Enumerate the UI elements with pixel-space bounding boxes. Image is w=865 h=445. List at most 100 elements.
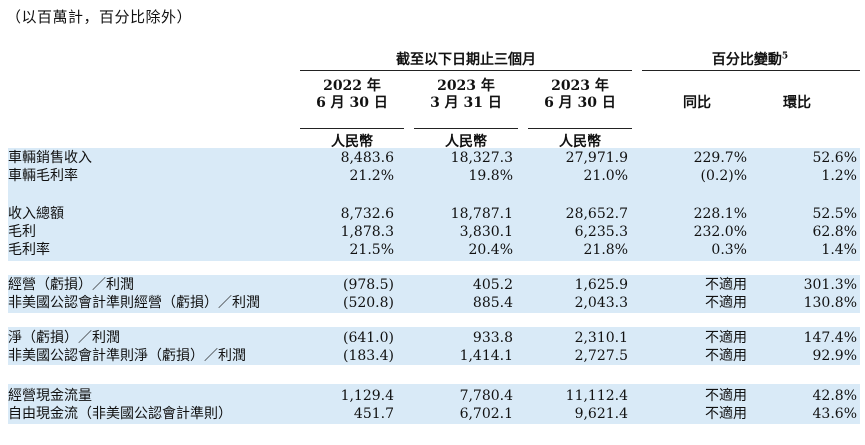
row-label: 毛利率 [8,242,50,258]
change-group-header: 百分比變動5 [640,49,860,69]
value-2023-03-31: 405.2 [472,277,513,293]
currency-label-3: 人民幣 [559,134,601,150]
value-2022-06-30: 8,732.6 [340,206,394,222]
period-group-label: 截至以下日期止三個月 [396,52,536,68]
currency-label-2: 人民幣 [445,134,487,150]
value-yoy: 不適用 [705,406,747,422]
value-qoq: 92.9% [812,348,857,364]
band-net [8,327,860,365]
value-qoq: 52.6% [812,150,857,166]
value-2023-03-31: 19.8% [468,168,513,184]
currency-rule-3 [528,128,632,129]
value-yoy: 228.1% [693,206,747,222]
table-row: 非美國公認會計準則經營（虧損）／利潤 (520.8) 885.4 2,043.3… [0,294,865,312]
value-qoq: 147.4% [803,330,857,346]
table-row: 經營現金流量 1,129.4 7,780.4 11,112.4 不適用 42.8… [0,387,865,405]
row-label: 車輛銷售收入 [8,150,92,166]
value-yoy: 不適用 [705,388,747,404]
col-year: 2022 年 [323,78,381,94]
col-date: 3 月 31 日 [430,95,502,111]
col-header-2022-06-30: 2022 年 6 月 30 日 [300,78,404,112]
value-2023-06-30: 2,043.3 [574,295,628,311]
period-group-rule [300,70,632,71]
col-date: 6 月 30 日 [316,95,388,111]
period-group-header: 截至以下日期止三個月 [300,49,632,69]
table-row: 毛利 1,878.3 3,830.1 6,235.3 232.0% 62.8% [0,223,865,241]
band-operating [8,275,860,313]
value-2022-06-30: 451.7 [353,406,394,422]
change-group-label: 百分比變動 [711,52,782,68]
value-2023-03-31: 1,414.1 [459,348,513,364]
table-row: 車輛銷售收入 8,483.6 18,327.3 27,971.9 229.7% … [0,149,865,167]
row-label: 自由現金流（非美國公認會計準則） [8,406,232,422]
value-2023-03-31: 7,780.4 [459,388,513,404]
value-yoy: (0.2)% [700,168,748,184]
value-2023-06-30: 6,235.3 [574,224,628,240]
value-qoq: 130.8% [803,295,857,311]
value-qoq: 1.4% [821,242,857,258]
value-yoy: 不適用 [705,348,747,364]
currency-label-1: 人民幣 [331,134,373,150]
value-2022-06-30: 8,483.6 [340,150,394,166]
value-yoy: 229.7% [693,150,747,166]
value-2022-06-30: 21.2% [349,168,394,184]
table-row: 收入總額 8,732.6 18,787.1 28,652.7 228.1% 52… [0,205,865,223]
value-2023-03-31: 18,327.3 [450,150,513,166]
value-2023-03-31: 20.4% [468,242,513,258]
value-2023-03-31: 3,830.1 [459,224,513,240]
value-yoy: 232.0% [693,224,747,240]
row-label: 收入總額 [8,206,64,222]
value-2023-06-30: 27,971.9 [565,150,628,166]
value-2022-06-30: (978.5) [342,277,394,293]
table-row: 毛利率 21.5% 20.4% 21.8% 0.3% 1.4% [0,241,865,259]
col-header-yoy: 同比 [683,95,711,111]
value-2023-03-31: 18,787.1 [450,206,513,222]
value-2023-06-30: 21.0% [583,168,628,184]
row-label: 非美國公認會計準則經營（虧損）／利潤 [8,295,260,311]
change-group-rule [642,70,860,71]
value-2022-06-30: 21.5% [349,242,394,258]
table-row: 自由現金流（非美國公認會計準則） 451.7 6,702.1 9,621.4 不… [0,405,865,423]
row-label: 車輛毛利率 [8,168,78,184]
band-cashflow [8,384,860,424]
value-2022-06-30: (520.8) [342,295,394,311]
value-yoy: 不適用 [705,330,747,346]
col-year: 2023 年 [551,78,609,94]
value-2023-06-30: 28,652.7 [565,206,628,222]
currency-rule-1 [300,128,404,129]
value-2023-03-31: 885.4 [472,295,513,311]
band-vehicle [8,148,860,204]
value-2022-06-30: 1,129.4 [340,388,394,404]
value-qoq: 52.5% [812,206,857,222]
table-row: 淨（虧損）／利潤 (641.0) 933.8 2,310.1 不適用 147.4… [0,329,865,347]
value-yoy: 0.3% [711,242,747,258]
col-header-qoq: 環比 [783,95,811,111]
table-row: 非美國公認會計準則淨（虧損）／利潤 (183.4) 1,414.1 2,727.… [0,347,865,365]
footnote-marker: 5 [781,51,789,62]
value-2023-06-30: 1,625.9 [574,277,628,293]
value-2022-06-30: 1,878.3 [340,224,394,240]
table-row: 經營（虧損）／利潤 (978.5) 405.2 1,625.9 不適用 301.… [0,276,865,294]
row-label: 非美國公認會計準則淨（虧損）／利潤 [8,348,246,364]
value-2023-06-30: 2,727.5 [574,348,628,364]
value-2023-06-30: 9,621.4 [574,406,628,422]
col-header-2023-03-31: 2023 年 3 月 31 日 [414,78,518,112]
value-qoq: 62.8% [812,224,857,240]
value-qoq: 1.2% [821,168,857,184]
col-year: 2023 年 [437,78,495,94]
value-2023-03-31: 6,702.1 [459,406,513,422]
value-yoy: 不適用 [705,277,747,293]
col-header-2023-06-30: 2023 年 6 月 30 日 [528,78,632,112]
value-2022-06-30: (183.4) [342,348,394,364]
value-yoy: 不適用 [705,295,747,311]
value-2023-03-31: 933.8 [472,330,513,346]
value-2023-06-30: 2,310.1 [574,330,628,346]
value-2022-06-30: (641.0) [342,330,394,346]
table-row: 車輛毛利率 21.2% 19.8% 21.0% (0.2)% 1.2% [0,167,865,185]
value-qoq: 42.8% [812,388,857,404]
row-label: 淨（虧損）／利潤 [8,330,120,346]
value-2023-06-30: 21.8% [583,242,628,258]
row-label: 經營（虧損）／利潤 [8,277,134,293]
units-note: （以百萬計，百分比除外） [6,8,193,26]
value-qoq: 301.3% [803,277,857,293]
